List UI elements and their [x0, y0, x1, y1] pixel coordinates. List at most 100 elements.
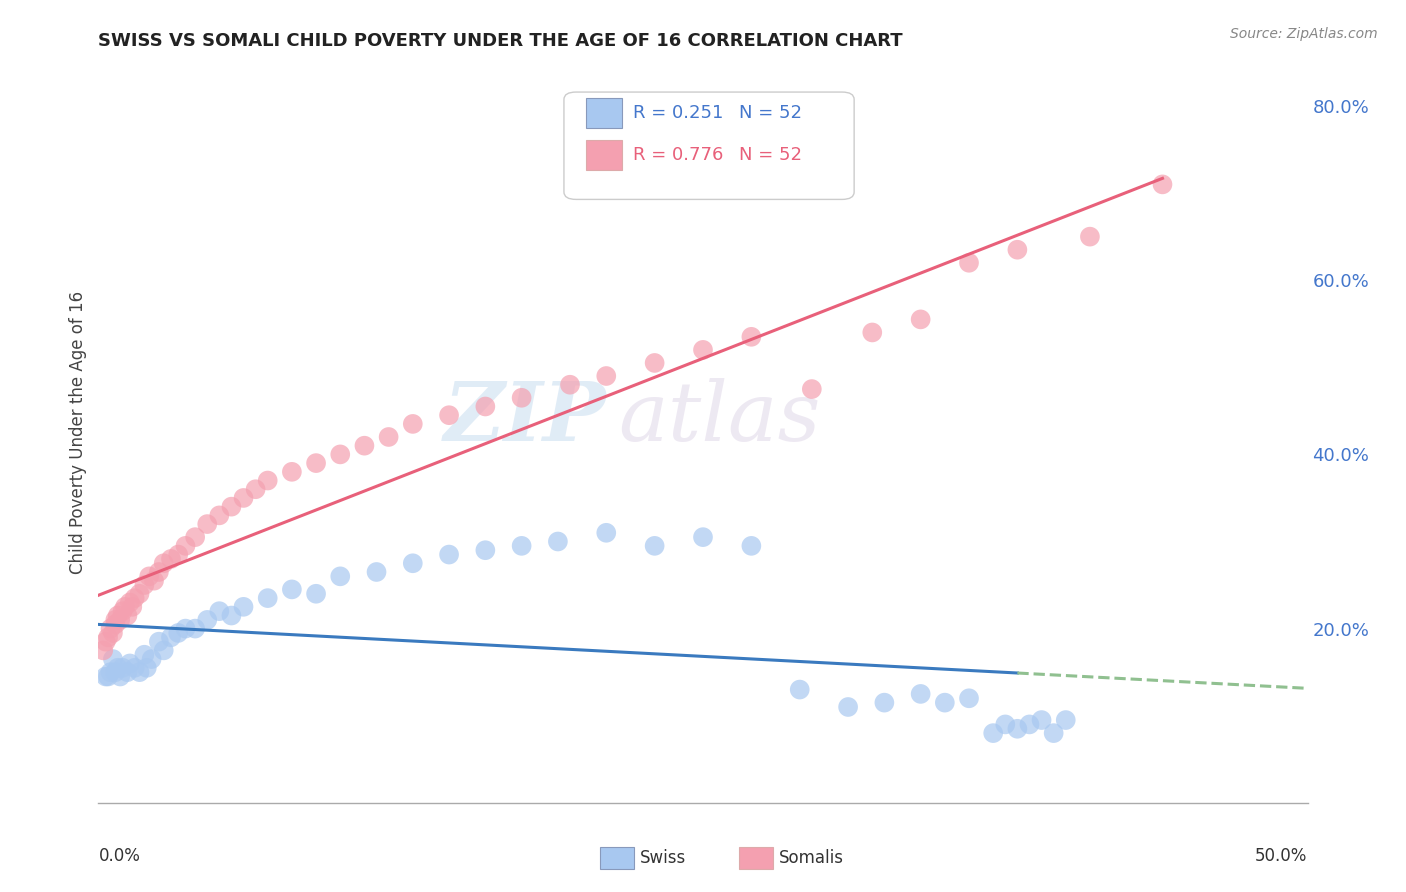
Point — [152, 643, 174, 657]
Point — [1152, 178, 1174, 192]
Point — [740, 539, 762, 553]
Point — [107, 661, 129, 675]
Text: N = 52: N = 52 — [740, 103, 803, 122]
Point — [108, 613, 131, 627]
Point — [148, 634, 170, 648]
Point — [114, 599, 136, 614]
Point — [160, 552, 183, 566]
Point — [97, 669, 120, 683]
Point — [474, 543, 496, 558]
Point — [100, 622, 122, 636]
Text: R = 0.776: R = 0.776 — [633, 146, 723, 164]
Point — [117, 665, 139, 680]
Point — [789, 682, 811, 697]
Point — [208, 604, 231, 618]
Point — [100, 665, 122, 680]
Point — [101, 652, 124, 666]
Point — [91, 643, 114, 657]
Point — [281, 465, 304, 479]
Text: SWISS VS SOMALI CHILD POVERTY UNDER THE AGE OF 16 CORRELATION CHART: SWISS VS SOMALI CHILD POVERTY UNDER THE … — [98, 32, 903, 50]
FancyBboxPatch shape — [564, 92, 855, 200]
Point — [167, 626, 190, 640]
Point — [957, 256, 980, 270]
Point — [256, 474, 278, 488]
Point — [860, 326, 883, 340]
Point — [107, 608, 129, 623]
Point — [510, 391, 533, 405]
Text: Somalis: Somalis — [779, 849, 844, 867]
Point — [174, 622, 197, 636]
Point — [873, 696, 896, 710]
Point — [101, 626, 124, 640]
Text: R = 0.251: R = 0.251 — [633, 103, 723, 122]
Point — [595, 369, 617, 384]
Point — [94, 634, 117, 648]
Text: 50.0%: 50.0% — [1256, 847, 1308, 865]
Point — [94, 669, 117, 683]
Point — [97, 630, 120, 644]
Point — [148, 565, 170, 579]
Point — [141, 652, 163, 666]
Point — [118, 595, 141, 609]
Point — [221, 500, 243, 514]
Point — [111, 661, 134, 675]
Point — [281, 582, 304, 597]
Point — [167, 548, 190, 562]
Point — [143, 574, 166, 588]
Point — [195, 613, 218, 627]
Text: Swiss: Swiss — [640, 849, 686, 867]
Point — [104, 665, 127, 680]
Point — [1031, 713, 1053, 727]
Point — [800, 382, 823, 396]
Point — [547, 534, 569, 549]
Point — [402, 417, 425, 431]
Point — [644, 356, 666, 370]
Point — [134, 648, 156, 662]
Point — [329, 447, 352, 461]
Point — [692, 530, 714, 544]
Point — [108, 669, 131, 683]
Point — [934, 696, 956, 710]
Point — [740, 330, 762, 344]
Point — [837, 700, 859, 714]
Point — [910, 312, 932, 326]
Point — [366, 565, 388, 579]
Text: N = 52: N = 52 — [740, 146, 803, 164]
Text: atlas: atlas — [619, 378, 821, 458]
Point — [184, 530, 207, 544]
Text: 0.0%: 0.0% — [98, 847, 141, 865]
Point — [104, 617, 127, 632]
Point — [910, 687, 932, 701]
Point — [305, 456, 328, 470]
Text: Source: ZipAtlas.com: Source: ZipAtlas.com — [1230, 27, 1378, 41]
Point — [437, 408, 460, 422]
Point — [437, 548, 460, 562]
Point — [245, 482, 267, 496]
Point — [195, 517, 218, 532]
Point — [138, 569, 160, 583]
FancyBboxPatch shape — [740, 847, 773, 870]
Point — [232, 599, 254, 614]
Point — [111, 604, 134, 618]
Point — [1007, 722, 1029, 736]
Point — [1054, 713, 1077, 727]
Point — [128, 665, 150, 680]
Point — [595, 525, 617, 540]
Point — [128, 587, 150, 601]
Point — [1018, 717, 1040, 731]
Point — [124, 591, 146, 606]
Point — [118, 657, 141, 671]
Point — [994, 717, 1017, 731]
Point — [121, 599, 143, 614]
Point — [1078, 229, 1101, 244]
Point — [124, 661, 146, 675]
Point — [135, 661, 157, 675]
Point — [117, 608, 139, 623]
Point — [402, 556, 425, 570]
Point — [1007, 243, 1029, 257]
Point — [981, 726, 1004, 740]
Point — [644, 539, 666, 553]
Y-axis label: Child Poverty Under the Age of 16: Child Poverty Under the Age of 16 — [69, 291, 87, 574]
Point — [329, 569, 352, 583]
Point — [184, 622, 207, 636]
